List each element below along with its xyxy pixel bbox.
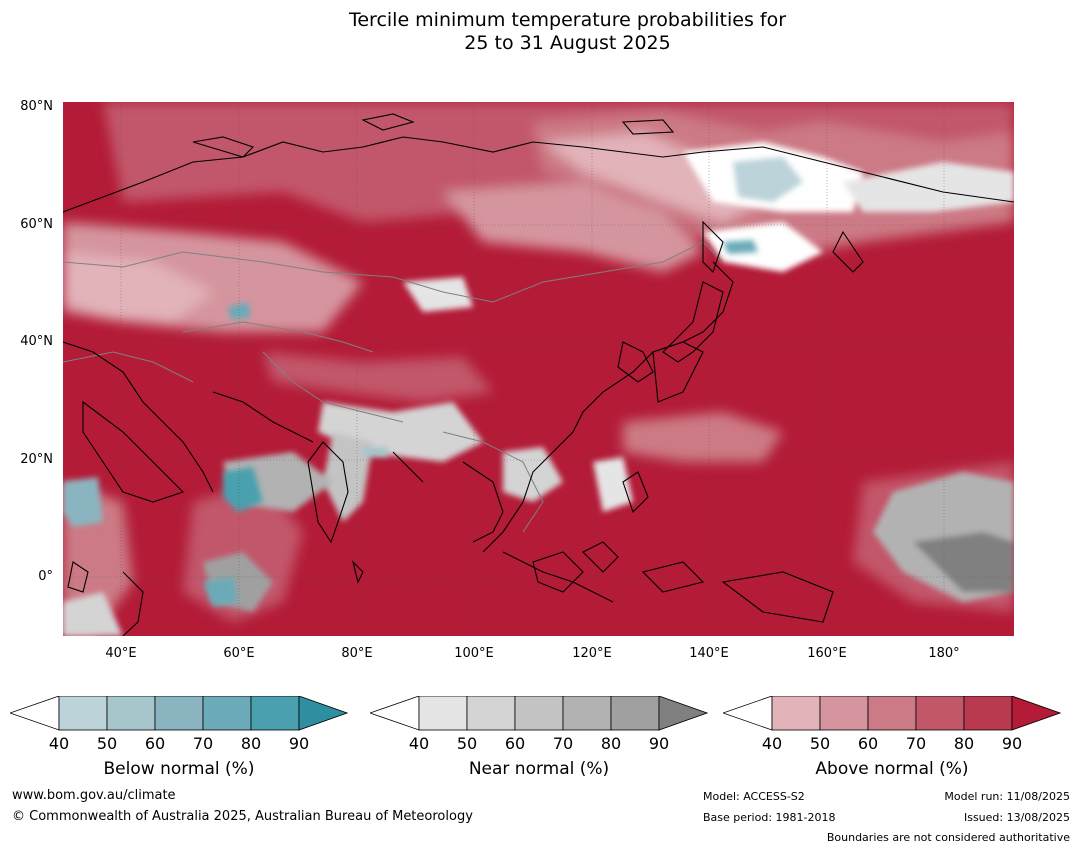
lat-label-80n: 80°N bbox=[20, 99, 53, 114]
coastlines bbox=[63, 113, 1014, 636]
country-borders bbox=[63, 241, 724, 533]
title-line-2: 25 to 31 August 2025 bbox=[464, 32, 671, 54]
tick-label: 90 bbox=[648, 734, 670, 753]
lon-label-60e: 60°E bbox=[223, 646, 255, 661]
above-normal-colorbar bbox=[721, 695, 1062, 736]
tick-label: 40 bbox=[408, 734, 430, 753]
below-normal-shading bbox=[63, 157, 803, 607]
map-svg bbox=[63, 102, 1014, 636]
tick-label: 60 bbox=[857, 734, 879, 753]
tick-label: 70 bbox=[552, 734, 574, 753]
lat-label-0: 0° bbox=[38, 569, 53, 584]
lat-label-20n: 20°N bbox=[20, 452, 53, 467]
above-normal-label: Above normal (%) bbox=[815, 759, 969, 779]
lon-label-140e: 140°E bbox=[689, 646, 729, 661]
copyright-notice: © Commonwealth of Australia 2025, Austra… bbox=[12, 809, 473, 824]
lon-label-80e: 80°E bbox=[341, 646, 373, 661]
lon-label-100e: 100°E bbox=[454, 646, 494, 661]
tick-label: 70 bbox=[192, 734, 214, 753]
chart-title: Tercile minimum temperature probabilitie… bbox=[0, 9, 1081, 55]
model-info: Model: ACCESS-S2 bbox=[703, 790, 805, 803]
near-normal-ticks: 40 50 60 70 80 90 bbox=[370, 734, 708, 754]
website-link[interactable]: www.bom.gov.au/climate bbox=[12, 788, 176, 803]
lat-label-40n: 40°N bbox=[20, 334, 53, 349]
near-normal-label: Near normal (%) bbox=[468, 759, 610, 779]
below-normal-label: Below normal (%) bbox=[103, 759, 255, 779]
lon-label-160e: 160°E bbox=[807, 646, 847, 661]
tick-label: 60 bbox=[144, 734, 166, 753]
below-normal-ticks: 40 50 60 70 80 90 bbox=[10, 734, 348, 754]
tick-label: 50 bbox=[96, 734, 118, 753]
tick-label: 80 bbox=[600, 734, 622, 753]
tick-label: 50 bbox=[809, 734, 831, 753]
lon-label-40e: 40°E bbox=[105, 646, 137, 661]
lon-label-120e: 120°E bbox=[572, 646, 612, 661]
tick-label: 90 bbox=[288, 734, 310, 753]
above-normal-ticks: 40 50 60 70 80 90 bbox=[723, 734, 1061, 754]
lat-label-60n: 60°N bbox=[20, 217, 53, 232]
model-run-info: Model run: 11/08/2025 bbox=[944, 790, 1070, 803]
tick-label: 70 bbox=[905, 734, 927, 753]
title-line-1: Tercile minimum temperature probabilitie… bbox=[348, 9, 787, 31]
tick-label: 90 bbox=[1001, 734, 1023, 753]
boundaries-disclaimer: Boundaries are not considered authoritat… bbox=[826, 831, 1070, 844]
below-normal-colorbar bbox=[8, 695, 349, 736]
probability-map bbox=[63, 102, 1014, 636]
lon-label-180: 180° bbox=[928, 646, 960, 661]
tick-label: 50 bbox=[456, 734, 478, 753]
base-period-info: Base period: 1981-2018 bbox=[703, 811, 836, 824]
tick-label: 80 bbox=[240, 734, 262, 753]
tick-label: 40 bbox=[48, 734, 70, 753]
near-normal-colorbar bbox=[368, 695, 709, 736]
issued-info: Issued: 13/08/2025 bbox=[963, 811, 1070, 824]
tick-label: 40 bbox=[761, 734, 783, 753]
tick-label: 60 bbox=[504, 734, 526, 753]
tick-label: 80 bbox=[953, 734, 975, 753]
